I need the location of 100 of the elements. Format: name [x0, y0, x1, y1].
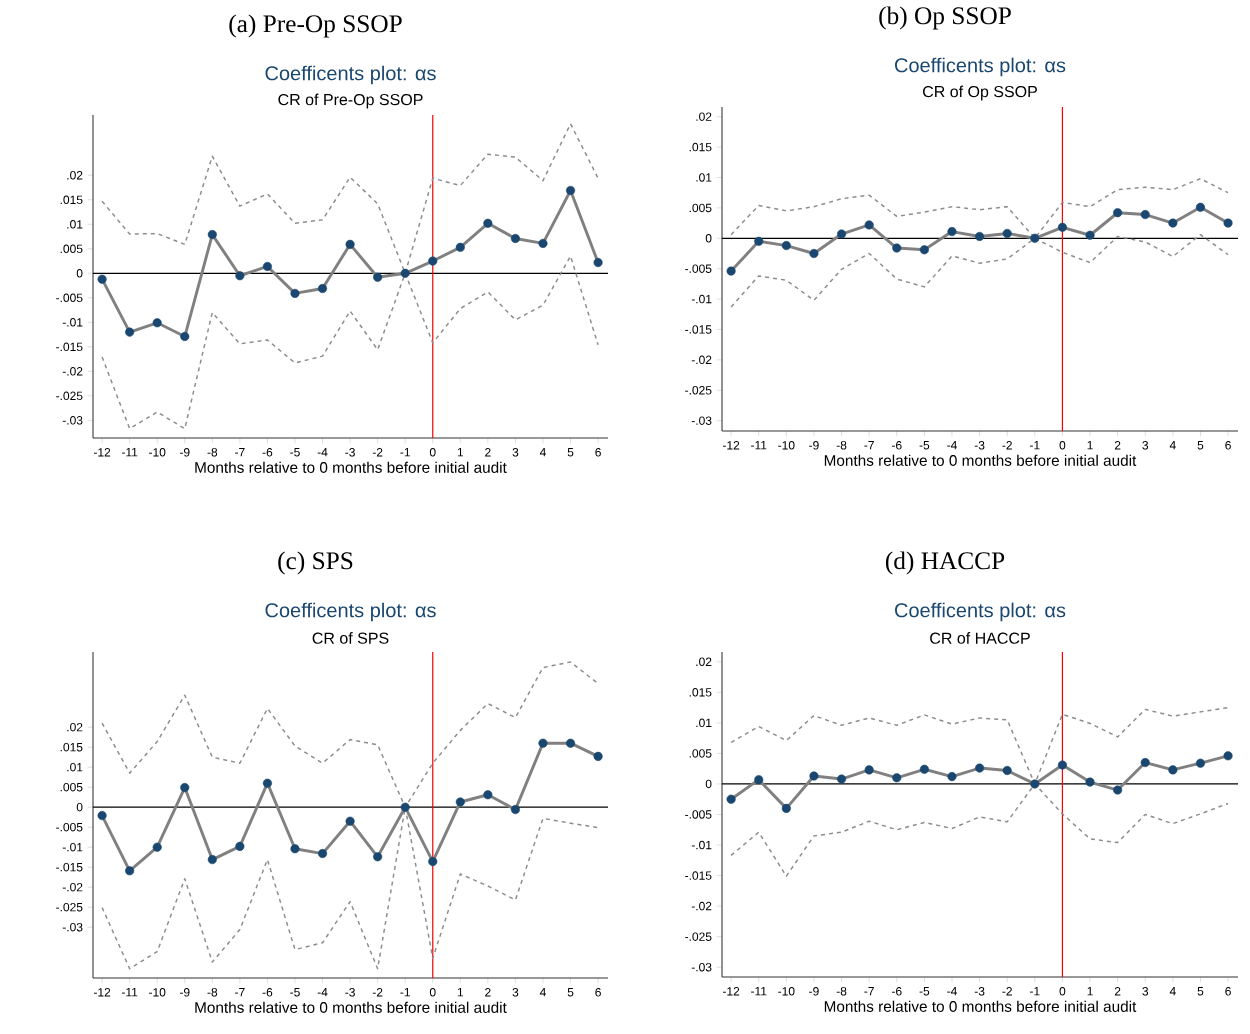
y-tick-label: -.005: [685, 264, 712, 273]
point: [809, 248, 819, 259]
line-series: [101, 255, 599, 430]
chart-subtitle: CR of Pre-Op SSOP: [278, 93, 423, 109]
point: [947, 772, 957, 782]
x-tick-label: 3: [512, 988, 519, 997]
point: [1057, 760, 1067, 770]
x-tick-label: -12: [93, 448, 111, 457]
x-tick-label: -11: [751, 441, 767, 450]
point: [373, 272, 383, 282]
x-tick-label: -5: [919, 441, 930, 450]
chart-subtitle: CR of Op SSOP: [923, 85, 1037, 101]
y-tick-label: 0: [76, 269, 83, 278]
x-tick-label: -5: [290, 988, 300, 997]
x-tick-label: 5: [567, 448, 574, 457]
point: [593, 751, 603, 761]
point: [152, 842, 162, 852]
y-tick-label: -.025: [56, 391, 83, 401]
x-tick-label: -12: [93, 988, 111, 997]
x-tick-label: -9: [179, 988, 190, 997]
point: [1113, 785, 1123, 795]
chart-subtitle: CR of SPS: [312, 632, 389, 644]
point: [1030, 779, 1040, 789]
x-tick-label: -9: [809, 441, 819, 450]
x-tick-label: -3: [345, 448, 355, 457]
y-tick-label: -.025: [56, 902, 83, 912]
point: [892, 243, 902, 253]
x-tick-label: 1: [1087, 441, 1093, 450]
y-tick-label: -.02: [62, 882, 83, 892]
x-tick-label: -6: [262, 988, 273, 997]
point: [565, 185, 576, 195]
text: (c) SPS: [278, 551, 353, 575]
point: [97, 274, 107, 284]
y-tick-label: .01: [67, 220, 83, 229]
point: [125, 327, 135, 337]
point: [1002, 765, 1012, 776]
x-tick-label: -8: [836, 987, 847, 996]
x-tick-label: -6: [891, 441, 902, 450]
point: [290, 288, 300, 298]
text: (d) HACCP: [885, 551, 1005, 575]
y-tick-label: -.015: [56, 862, 83, 872]
x-tick-label: -1: [400, 448, 410, 457]
x-tick-label: -7: [864, 987, 874, 996]
point: [837, 229, 847, 239]
y-tick-label: .015: [60, 742, 83, 752]
x-tick-label: 6: [595, 448, 601, 457]
point: [919, 245, 929, 255]
point: [235, 841, 245, 851]
y-tick-label: .005: [60, 782, 83, 792]
y-tick-label: -.005: [56, 293, 83, 303]
y-tick-label: .01: [67, 762, 83, 772]
x-tick-label: -5: [919, 987, 930, 996]
point: [781, 803, 791, 813]
x-tick-label: -11: [121, 448, 138, 457]
point: [1140, 758, 1150, 768]
y-tick-label: .02: [696, 657, 712, 667]
text: (b) Op SSOP: [879, 6, 1011, 30]
y-tick-label: -.03: [62, 416, 83, 425]
x-axis-title: Months relative to 0 months before initial audit: [824, 454, 1137, 466]
x-tick-label: -4: [317, 988, 328, 997]
x-tick-label: -4: [317, 448, 328, 457]
x-tick-label: -2: [372, 448, 383, 457]
y-tick-label: 0: [705, 779, 712, 789]
x-tick-label: 0: [429, 448, 436, 457]
x-tick-label: 3: [1142, 987, 1149, 996]
x-tick-label: 2: [1114, 441, 1121, 450]
x-tick-label: 6: [595, 988, 601, 997]
x-tick-label: -4: [947, 441, 957, 450]
point: [483, 218, 493, 228]
point: [207, 855, 217, 865]
point: [1140, 210, 1150, 220]
x-tick-label: -10: [778, 987, 795, 996]
point: [262, 778, 272, 788]
y-tick-label: -.01: [62, 842, 83, 852]
x-tick-label: 1: [1087, 987, 1093, 996]
x-tick-label: 6: [1225, 441, 1231, 450]
y-tick-label: -.02: [691, 355, 712, 365]
x-tick-label: -10: [149, 988, 166, 997]
chart-subtitle: CR of HACCP: [930, 632, 1030, 644]
x-axis-title: Months relative to 0 months before initial audit: [195, 1001, 507, 1013]
x-tick-label: -1: [1030, 987, 1040, 996]
point: [726, 266, 736, 276]
x-tick-label: -9: [179, 448, 190, 457]
point: [1085, 777, 1095, 787]
point: [400, 802, 410, 812]
x-axis-title: Months relative to 0 months before initial audit: [824, 1000, 1137, 1012]
x-tick-label: 4: [1169, 987, 1176, 996]
x-tick-label: 6: [1225, 987, 1231, 996]
point: [975, 231, 985, 241]
point: [726, 794, 736, 804]
x-tick-label: -4: [947, 987, 957, 996]
x-tick-label: -8: [207, 988, 218, 997]
y-tick-label: .02: [696, 112, 712, 121]
y-tick-label: -.025: [685, 386, 712, 395]
point: [455, 242, 465, 252]
point: [1195, 202, 1205, 212]
x-tick-label: 0: [429, 988, 436, 997]
chart-title: Coefficents plot: αs: [265, 602, 436, 622]
point: [345, 239, 355, 249]
y-tick-label: -.015: [685, 325, 712, 334]
